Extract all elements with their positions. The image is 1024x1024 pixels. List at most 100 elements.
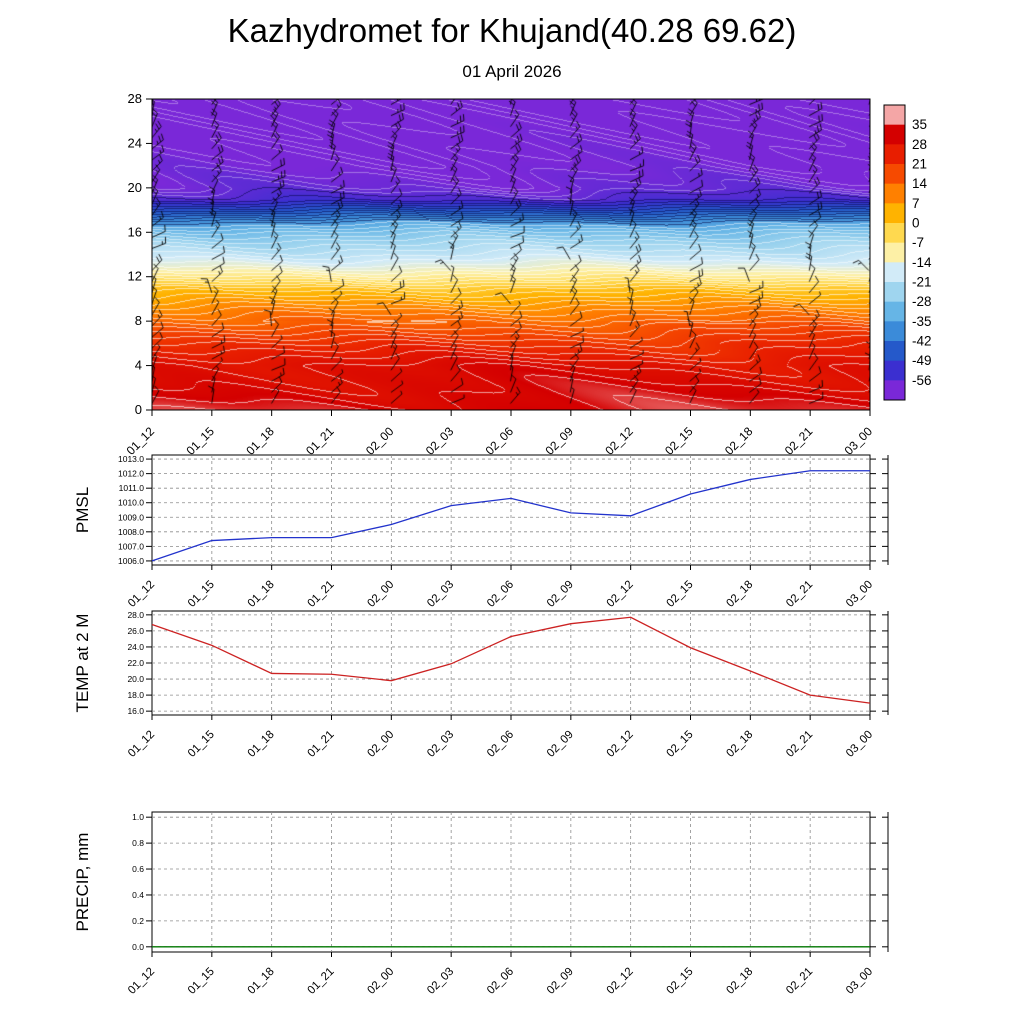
y-tick-label: 1007.0 xyxy=(118,541,144,551)
colorbar-tick-label: -35 xyxy=(912,314,932,329)
colorbar-tick-label: -28 xyxy=(912,294,932,309)
y-tick-label: 0.8 xyxy=(132,838,144,848)
x-tick-label: 03_00 xyxy=(844,966,875,997)
colorbar-segment xyxy=(884,203,905,224)
colorbar-segment xyxy=(884,124,905,145)
x-tick-label: 01_15 xyxy=(186,729,217,760)
heatmap-y-tick-label: 8 xyxy=(135,313,142,328)
x-tick-label: 02_18 xyxy=(724,966,755,997)
y-tick-label: 1009.0 xyxy=(118,512,144,522)
heatmap-x-tick-label: 02_21 xyxy=(782,424,816,458)
colorbar-segment xyxy=(884,242,905,263)
x-tick-label: 02_18 xyxy=(724,579,755,610)
x-tick-label: 01_21 xyxy=(306,729,337,760)
y-tick-label: 18.0 xyxy=(127,690,144,700)
chart-title: Kazhydromet for Khujand(40.28 69.62) xyxy=(227,12,797,49)
y-tick-label: 22.0 xyxy=(127,658,144,668)
heatmap-y-tick-label: 4 xyxy=(135,358,142,373)
colorbar-tick-label: 7 xyxy=(912,196,920,211)
x-tick-label: 02_00 xyxy=(365,966,396,997)
x-tick-label: 02_00 xyxy=(365,579,396,610)
x-tick-label: 02_18 xyxy=(724,729,755,760)
x-tick-label: 01_12 xyxy=(126,579,157,610)
y-tick-label: 16.0 xyxy=(127,706,144,716)
x-tick-label: 01_21 xyxy=(306,966,337,997)
heatmap-x-tick-label: 02_00 xyxy=(363,424,397,458)
x-tick-label: 01_18 xyxy=(246,579,277,610)
colorbar-segment xyxy=(884,360,905,381)
y-tick-label: 20.0 xyxy=(127,674,144,684)
colorbar-segment xyxy=(884,282,905,303)
pmsl-ylabel: PMSL xyxy=(73,487,92,533)
heatmap-x-tick-label: 02_06 xyxy=(483,424,517,458)
y-tick-label: 0.4 xyxy=(132,890,144,900)
x-tick-label: 03_00 xyxy=(844,579,875,610)
colorbar-tick-label: -21 xyxy=(912,275,932,290)
y-tick-label: 1013.0 xyxy=(118,454,144,464)
colorbar-segment xyxy=(884,380,905,401)
y-tick-label: 0.6 xyxy=(132,864,144,874)
colorbar-tick-label: 0 xyxy=(912,216,920,231)
x-tick-label: 02_09 xyxy=(545,966,576,997)
x-tick-label: 02_12 xyxy=(605,729,636,760)
x-tick-label: 02_03 xyxy=(425,966,456,997)
heatmap-x-tick-label: 02_03 xyxy=(423,424,457,458)
heatmap-x-tick-label: 02_12 xyxy=(602,424,636,458)
colorbar-tick-label: 14 xyxy=(912,176,928,191)
heatmap-y-tick-label: 12 xyxy=(128,269,142,284)
x-tick-label: 02_06 xyxy=(485,966,516,997)
x-tick-label: 02_15 xyxy=(665,729,696,760)
x-tick-label: 02_12 xyxy=(605,579,636,610)
x-tick-label: 02_06 xyxy=(485,729,516,760)
colorbar-frame xyxy=(883,104,906,401)
x-tick-label: 01_18 xyxy=(246,966,277,997)
y-tick-label: 1012.0 xyxy=(118,469,144,479)
heatmap-y-tick-label: 20 xyxy=(128,180,142,195)
heatmap-y-tick-label: 24 xyxy=(128,135,142,150)
x-tick-label: 01_15 xyxy=(186,579,217,610)
x-tick-label: 01_15 xyxy=(186,966,217,997)
heatmap-y-tick-label: 28 xyxy=(128,91,142,106)
heatmap-x-tick-label: 02_09 xyxy=(542,424,576,458)
chart-subtitle: 01 April 2026 xyxy=(462,62,562,81)
x-tick-label: 02_15 xyxy=(665,579,696,610)
x-tick-label: 01_18 xyxy=(246,729,277,760)
colorbar-tick-label: -42 xyxy=(912,334,932,349)
colorbar-tick-label: 21 xyxy=(912,157,927,172)
x-tick-label: 02_21 xyxy=(784,729,815,760)
y-tick-label: 1011.0 xyxy=(119,483,145,493)
x-tick-label: 01_21 xyxy=(306,579,337,610)
colorbar-tick-label: 35 xyxy=(912,117,927,132)
heatmap-x-tick-label: 01_12 xyxy=(124,424,158,458)
x-tick-label: 02_09 xyxy=(545,579,576,610)
y-tick-label: 1010.0 xyxy=(118,498,144,508)
y-tick-label: 1.0 xyxy=(132,812,144,822)
colorbar-segment xyxy=(884,262,905,283)
x-tick-label: 02_21 xyxy=(784,579,815,610)
heatmap-frame xyxy=(151,98,871,411)
temperature-height-heatmap xyxy=(152,99,870,410)
colorbar-segment xyxy=(884,144,905,165)
colorbar-segment xyxy=(884,341,905,362)
colorbar-tick-label: -56 xyxy=(912,373,932,388)
precip-ylabel: PRECIP, mm xyxy=(73,833,92,932)
colorbar-segment xyxy=(884,164,905,185)
temp-2m-frame xyxy=(151,610,871,716)
y-tick-label: 1006.0 xyxy=(118,556,144,566)
colorbar-segment xyxy=(884,183,905,204)
heatmap-x-tick-label: 01_18 xyxy=(243,424,277,458)
x-tick-label: 02_00 xyxy=(365,729,396,760)
x-tick-label: 02_03 xyxy=(425,729,456,760)
x-tick-label: 02_21 xyxy=(784,966,815,997)
heatmap-x-tick-label: 02_18 xyxy=(722,424,756,458)
x-tick-label: 02_12 xyxy=(605,966,636,997)
x-tick-label: 01_12 xyxy=(126,966,157,997)
y-tick-label: 26.0 xyxy=(127,626,144,636)
y-tick-label: 0.2 xyxy=(132,916,144,926)
y-tick-label: 28.0 xyxy=(127,610,144,620)
x-tick-label: 02_03 xyxy=(425,579,456,610)
y-tick-label: 24.0 xyxy=(127,642,144,652)
y-tick-label: 0.0 xyxy=(132,942,144,952)
